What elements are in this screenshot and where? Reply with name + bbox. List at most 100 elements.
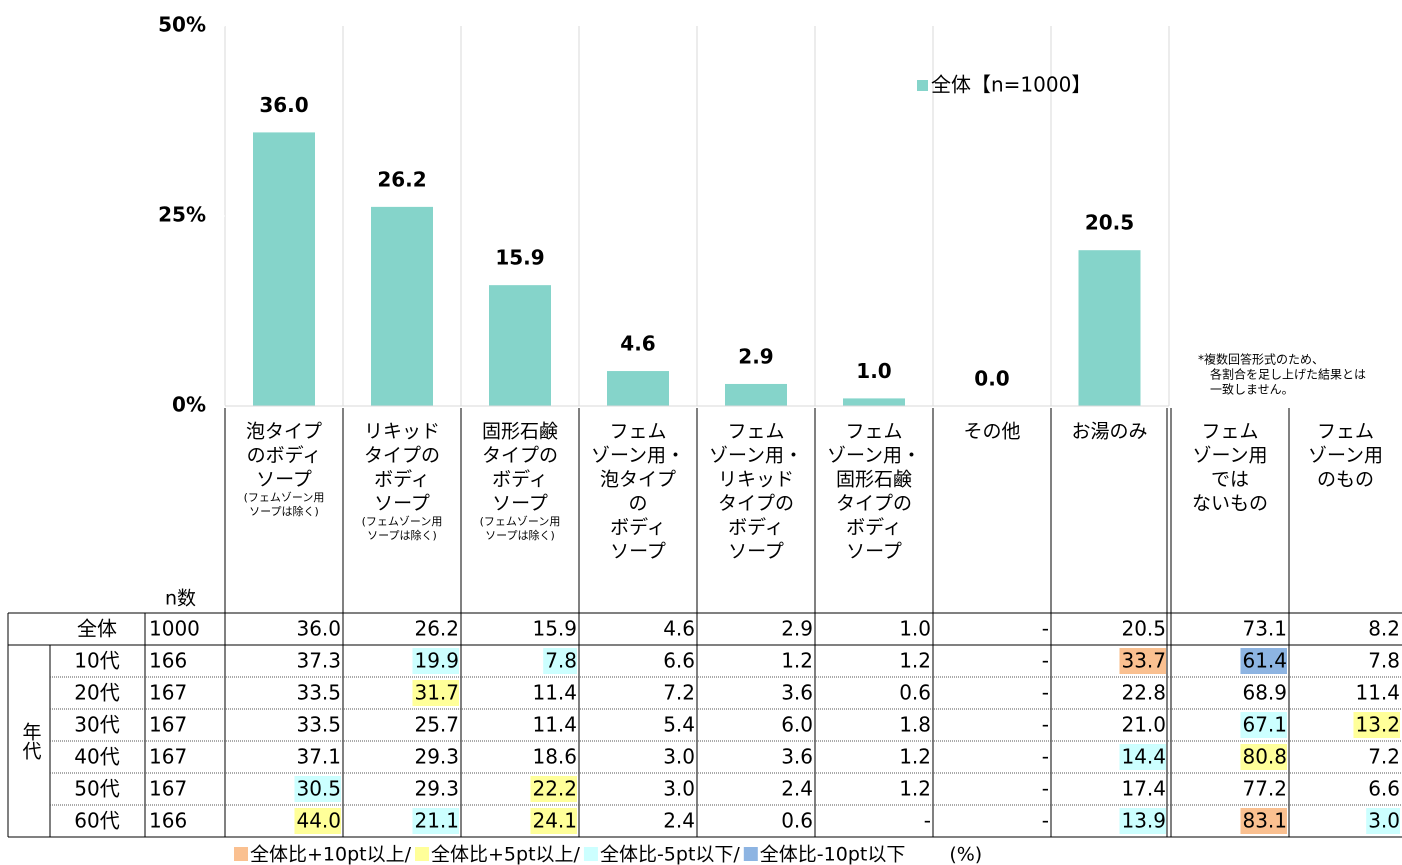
cell: 8.2 bbox=[1368, 617, 1400, 641]
cell: 37.1 bbox=[296, 745, 341, 769]
cell: - bbox=[1042, 617, 1049, 641]
cell: - bbox=[924, 809, 931, 833]
cell: 3.0 bbox=[1368, 809, 1400, 833]
column-header: タイプの bbox=[718, 493, 794, 515]
column-note: ソープは除く) bbox=[485, 528, 555, 542]
legend-label: 全体比+10pt以上/ bbox=[250, 844, 412, 865]
cell: - bbox=[1042, 713, 1049, 737]
y-tick-label: 0% bbox=[172, 393, 206, 417]
column-header: ゾーン用 bbox=[1192, 445, 1267, 467]
column-header: フェム bbox=[727, 421, 784, 443]
column-header: ソープ bbox=[374, 493, 430, 515]
column-header: その他 bbox=[963, 421, 1020, 443]
cell: 67.1 bbox=[1242, 713, 1287, 737]
column-header: ソープ bbox=[728, 541, 784, 563]
column-header: の bbox=[628, 493, 647, 515]
cell-highlight bbox=[1119, 744, 1166, 770]
cell: 61.4 bbox=[1242, 649, 1287, 673]
legend-label: 全体比-5pt以下/ bbox=[600, 844, 740, 865]
cell: 19.9 bbox=[414, 649, 459, 673]
column-header: タイプの bbox=[836, 493, 912, 515]
cell: 3.0 bbox=[663, 745, 695, 769]
column-header: タイプの bbox=[364, 445, 440, 467]
column-header: 泡タイプ bbox=[246, 421, 322, 443]
legend-swatch bbox=[234, 847, 248, 861]
column-header: お湯のみ bbox=[1071, 421, 1147, 443]
cell: 6.6 bbox=[1368, 777, 1400, 801]
cell-highlight bbox=[412, 648, 459, 674]
column-note: (フェムゾーン用 bbox=[362, 515, 443, 528]
cell: 6.6 bbox=[663, 649, 695, 673]
column-header: フェム bbox=[1201, 421, 1258, 443]
cell: 7.8 bbox=[1368, 649, 1400, 673]
column-note: (フェムゾーン用 bbox=[244, 491, 325, 504]
bar bbox=[253, 132, 315, 406]
cell: 24.1 bbox=[532, 809, 577, 833]
cell-highlight bbox=[1240, 648, 1287, 674]
cell: 37.3 bbox=[296, 649, 341, 673]
cell: 83.1 bbox=[1242, 809, 1287, 833]
legend-swatch bbox=[917, 80, 928, 91]
column-header: ないもの bbox=[1192, 493, 1268, 515]
row-label: 60代 bbox=[74, 809, 119, 833]
column-header: 固形石鹸 bbox=[836, 469, 912, 491]
cell: 4.6 bbox=[663, 617, 695, 641]
column-header: ゾーン用・ bbox=[827, 445, 921, 467]
cell-highlight bbox=[1240, 808, 1287, 834]
legend-label: 全体比+5pt以上/ bbox=[431, 844, 581, 865]
row-label: 50代 bbox=[74, 777, 119, 801]
legend-label: 全体【n=1000】 bbox=[931, 73, 1091, 97]
cell: 3.0 bbox=[663, 777, 695, 801]
cell: 11.4 bbox=[532, 713, 577, 737]
column-header: フェム bbox=[1317, 421, 1374, 443]
cell: 77.2 bbox=[1242, 777, 1287, 801]
cell-highlight bbox=[412, 680, 459, 706]
column-header: ソープ bbox=[610, 541, 666, 563]
column-header: 固形石鹸 bbox=[482, 421, 558, 443]
column-header: のもの bbox=[1317, 469, 1374, 491]
cell: 13.2 bbox=[1355, 713, 1400, 737]
column-header: ゾーン用・ bbox=[591, 445, 685, 467]
cell-highlight bbox=[1366, 808, 1400, 834]
column-header: フェム bbox=[609, 421, 666, 443]
cell: 29.3 bbox=[414, 777, 459, 801]
legend-swatch bbox=[415, 847, 430, 861]
cell: - bbox=[1042, 649, 1049, 673]
column-header: ボディ bbox=[728, 517, 784, 539]
n-header: n数 bbox=[165, 588, 196, 610]
cell-highlight bbox=[543, 648, 577, 674]
cell-highlight bbox=[412, 808, 459, 834]
data-label: 2.9 bbox=[738, 344, 773, 368]
cell-highlight bbox=[1119, 808, 1166, 834]
row-n: 166 bbox=[149, 649, 187, 673]
cell-highlight bbox=[1353, 712, 1400, 738]
cell: 7.2 bbox=[663, 681, 695, 705]
cell: 11.4 bbox=[1355, 681, 1400, 705]
cell: 1.0 bbox=[899, 617, 931, 641]
column-note: ソープは除く) bbox=[249, 504, 319, 518]
y-tick-label: 25% bbox=[158, 203, 206, 227]
cell: 2.4 bbox=[663, 809, 695, 833]
cell-highlight bbox=[294, 776, 341, 802]
data-label: 36.0 bbox=[259, 93, 308, 117]
column-header: のボディ bbox=[247, 445, 322, 467]
cell: 11.4 bbox=[532, 681, 577, 705]
cell: 21.0 bbox=[1121, 713, 1166, 737]
cell: 26.2 bbox=[414, 617, 459, 641]
row-label: 20代 bbox=[74, 681, 119, 705]
cell: 80.8 bbox=[1242, 745, 1287, 769]
cell: 22.8 bbox=[1121, 681, 1166, 705]
cell: 3.6 bbox=[781, 745, 813, 769]
bar bbox=[489, 285, 551, 406]
data-label: 26.2 bbox=[377, 167, 426, 191]
column-note: ソープは除く) bbox=[367, 528, 437, 542]
cell: 73.1 bbox=[1242, 617, 1287, 641]
legend-label: 全体比-10pt以下 bbox=[760, 844, 906, 865]
cell-highlight bbox=[1119, 648, 1166, 674]
column-header: ボディ bbox=[610, 517, 666, 539]
cell: - bbox=[1042, 809, 1049, 833]
row-n: 167 bbox=[149, 745, 187, 769]
data-label: 4.6 bbox=[620, 332, 655, 356]
cell: 0.6 bbox=[781, 809, 813, 833]
cell: 6.0 bbox=[781, 713, 813, 737]
